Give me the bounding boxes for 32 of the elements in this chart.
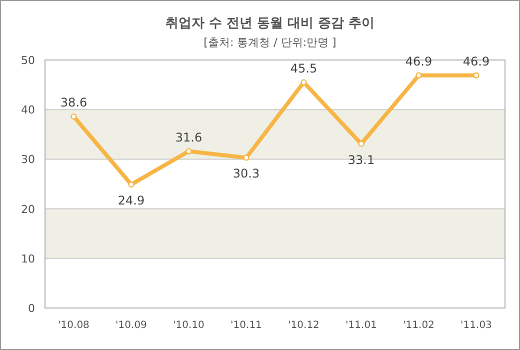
data-label: 45.5 (290, 61, 318, 76)
point (416, 72, 422, 78)
x-tick-label: '10.11 (230, 320, 262, 331)
data-label: 24.9 (118, 193, 145, 208)
x-tick-label: '10.12 (288, 320, 320, 331)
y-tick-label: 50 (21, 54, 35, 67)
data-label: 38.6 (60, 96, 88, 110)
x-tick-label: '10.09 (116, 320, 147, 331)
point (70, 113, 77, 120)
y-tick-label: 20 (21, 202, 35, 216)
data-label: 46.9 (462, 54, 490, 68)
chart-subtitle: [출처: 통계청 / 단위:만명 ] (204, 36, 336, 49)
point (128, 181, 134, 188)
x-tick-label: '10.10 (173, 320, 204, 331)
point (300, 79, 307, 86)
y-tick-label: 30 (21, 153, 35, 166)
data-label: 33.1 (348, 152, 375, 167)
x-tick-label: '10.08 (58, 320, 90, 331)
y-tick-label: 40 (21, 104, 35, 117)
data-label: 31.6 (175, 130, 202, 144)
point (186, 148, 192, 154)
x-tick-label: '11.01 (346, 320, 377, 331)
y-tick-label: 0 (28, 302, 35, 315)
data-label: 30.3 (232, 166, 260, 181)
y-tick-label: 10 (21, 252, 35, 266)
x-tick-label: '11.02 (403, 320, 434, 331)
x-tick-label: '11.03 (460, 320, 492, 331)
point (358, 140, 364, 147)
point (243, 154, 250, 161)
point (473, 72, 480, 78)
chart-title: 취업자 수 전년 동월 대비 증감 추이 (165, 16, 375, 31)
data-label: 46.9 (405, 54, 432, 68)
